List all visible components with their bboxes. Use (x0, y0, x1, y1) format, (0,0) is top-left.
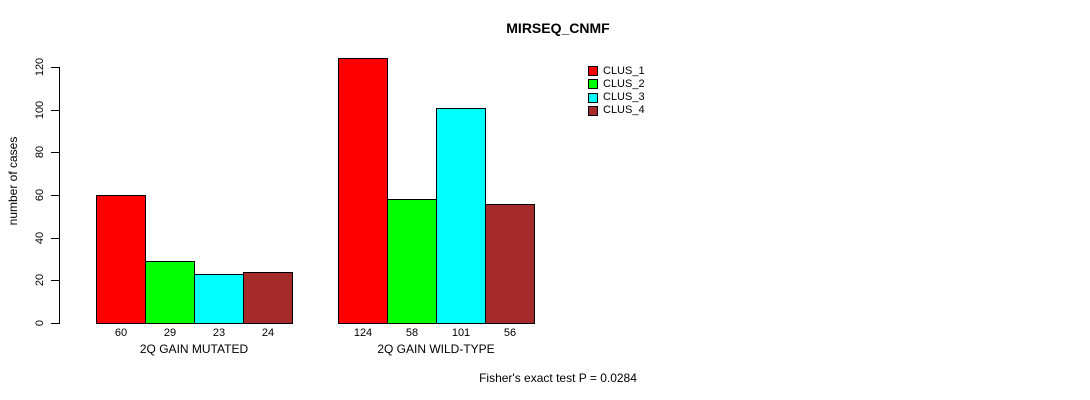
bar-CLUS_2 (145, 261, 195, 324)
bar-CLUS_3 (194, 274, 244, 324)
legend-swatch-CLUS_1 (588, 66, 598, 76)
y-tick-label: 100 (34, 100, 46, 120)
y-tick-mark (51, 67, 59, 68)
bar-CLUS_4 (243, 272, 293, 324)
y-tick-label: 40 (34, 231, 46, 245)
y-tick-mark (51, 238, 59, 239)
category-label: 2Q GAIN MUTATED (139, 342, 249, 356)
bar-value-label: 29 (163, 327, 177, 339)
y-tick-mark (51, 110, 59, 111)
legend-label-CLUS_4: CLUS_4 (603, 104, 645, 117)
y-tick-mark (51, 152, 59, 153)
y-tick-mark (51, 195, 59, 196)
legend-label-CLUS_3: CLUS_3 (603, 91, 645, 104)
bar-value-label: 101 (451, 327, 471, 339)
y-tick-label: 20 (34, 273, 46, 287)
y-tick-label: 0 (34, 319, 46, 327)
bar-CLUS_2 (387, 199, 437, 324)
y-tick-mark (51, 280, 59, 281)
y-tick-mark (51, 323, 59, 324)
y-axis-line (59, 67, 60, 324)
bar-value-label: 60 (114, 327, 128, 339)
y-tick-label: 60 (34, 188, 46, 202)
bar-CLUS_4 (485, 204, 535, 324)
y-tick-label: 80 (34, 145, 46, 159)
plot-title: MIRSEQ_CNMF (506, 20, 610, 36)
bar-CLUS_3 (436, 108, 486, 324)
bar-value-label: 58 (405, 327, 419, 339)
y-axis-label: number of cases (6, 136, 20, 226)
bar-value-label: 24 (261, 327, 275, 339)
category-label: 2Q GAIN WILD-TYPE (377, 342, 495, 356)
bar-value-label: 124 (353, 327, 373, 339)
legend-label-CLUS_2: CLUS_2 (603, 77, 645, 90)
legend-label-CLUS_1: CLUS_1 (603, 64, 645, 77)
legend-swatch-CLUS_3 (588, 92, 598, 103)
legend-swatch-CLUS_2 (588, 79, 598, 90)
legend-swatch-CLUS_4 (588, 105, 598, 116)
fisher-test-annotation: Fisher's exact test P = 0.0284 (479, 371, 637, 385)
bar-CLUS_1 (96, 195, 146, 324)
y-tick-label: 120 (34, 57, 46, 77)
bar-CLUS_1 (338, 58, 388, 324)
bar-value-label: 56 (503, 327, 517, 339)
bar-value-label: 23 (212, 327, 226, 339)
